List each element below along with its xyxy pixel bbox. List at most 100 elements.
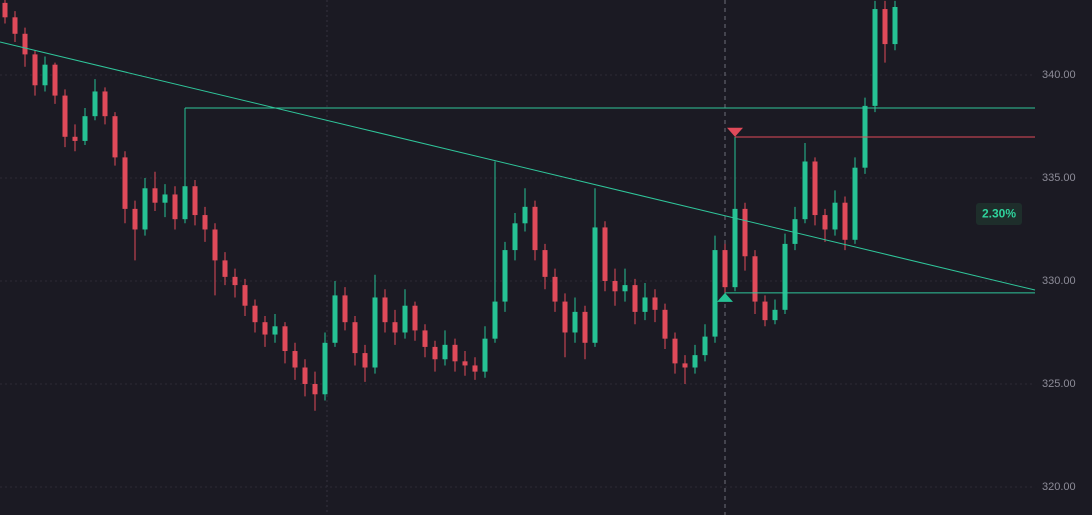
candle-body — [172, 194, 178, 220]
candle-body — [252, 305, 258, 323]
candle-body — [892, 7, 898, 45]
candle-body — [432, 346, 438, 360]
candle-body — [492, 301, 498, 339]
candle-body — [272, 326, 278, 335]
candle-body — [312, 383, 318, 395]
candle-body — [582, 311, 588, 343]
candle-body — [522, 206, 528, 224]
candle-body — [202, 215, 208, 230]
candle-body — [482, 338, 488, 372]
y-tick-label: 330.00 — [1042, 275, 1076, 287]
candle-body — [682, 363, 688, 368]
candle-body — [122, 157, 128, 209]
candle-body — [872, 9, 878, 106]
candle-body — [632, 285, 638, 312]
candle-body — [752, 256, 758, 302]
candle-body — [702, 336, 708, 356]
y-tick-label: 320.00 — [1042, 481, 1076, 493]
candle-body — [42, 64, 48, 86]
y-tick-label: 335.00 — [1042, 172, 1076, 184]
trade-marker — [727, 127, 743, 137]
candle-body — [442, 344, 448, 360]
annotation-box — [976, 203, 1022, 225]
candle-body — [502, 250, 508, 302]
candle-body — [92, 91, 98, 117]
candle-body — [242, 285, 248, 306]
candle-body — [142, 188, 148, 230]
candle-body — [362, 353, 368, 368]
candle-body — [612, 280, 618, 292]
candle-body — [712, 250, 718, 337]
candle-body — [22, 33, 28, 55]
candle-body — [802, 161, 808, 220]
candle-body — [132, 208, 138, 230]
candle-body — [762, 301, 768, 321]
candle-body — [792, 219, 798, 244]
candle-body — [882, 9, 888, 45]
candle-body — [152, 188, 158, 203]
trend-line — [0, 41, 1036, 291]
candle-body — [542, 250, 548, 277]
candle-body — [512, 223, 518, 251]
candle-body — [472, 365, 478, 372]
candle-body — [382, 297, 388, 323]
candle-body — [622, 285, 628, 292]
candle-body — [112, 116, 118, 158]
candle-body — [562, 301, 568, 333]
candle-body — [692, 355, 698, 368]
candle-body — [372, 297, 378, 368]
candle-body — [32, 54, 38, 86]
candle-body — [452, 344, 458, 362]
candle-body — [82, 116, 88, 141]
candle-body — [162, 194, 168, 203]
candle-body — [652, 297, 658, 310]
candle-body — [232, 276, 238, 286]
candle-body — [552, 276, 558, 302]
candle-body — [222, 260, 228, 277]
candle-body — [72, 136, 78, 141]
candle-body — [262, 322, 268, 335]
candle-body — [102, 91, 108, 117]
candle-body — [852, 167, 858, 240]
candle-body — [302, 367, 308, 384]
candle-body — [352, 322, 358, 354]
candle-body — [342, 295, 348, 323]
candle-body — [12, 17, 18, 34]
candle-body — [412, 305, 418, 331]
candle-body — [672, 338, 678, 364]
candle-body — [62, 95, 68, 137]
candle-body — [722, 250, 728, 288]
candle-body — [602, 227, 608, 281]
candle-body — [532, 206, 538, 251]
trade-marker — [717, 292, 733, 302]
candle-body — [322, 342, 328, 395]
candle-body — [392, 322, 398, 333]
candle-body — [742, 208, 748, 257]
candle-body — [182, 186, 188, 220]
candle-body — [642, 297, 648, 312]
candle-body — [462, 361, 468, 366]
candle-body — [52, 64, 58, 96]
candle-body — [422, 330, 428, 347]
candle-body — [842, 202, 848, 240]
candle-body — [832, 202, 838, 230]
candle-body — [192, 186, 198, 216]
candle-body — [332, 295, 338, 343]
candle-body — [772, 309, 778, 321]
candle-body — [822, 215, 828, 230]
candle-body — [572, 311, 578, 333]
candle-body — [732, 208, 738, 288]
candle-body — [2, 2, 8, 18]
y-tick-label: 325.00 — [1042, 378, 1076, 390]
y-tick-label: 340.00 — [1042, 69, 1076, 81]
candle-body — [282, 326, 288, 352]
candle-body — [812, 161, 818, 216]
candle-body — [402, 305, 408, 333]
candle-body — [212, 229, 218, 261]
candle-body — [292, 351, 298, 368]
annotation-label: 2.30% — [982, 207, 1016, 221]
candle-body — [662, 309, 668, 339]
candle-body — [592, 227, 598, 343]
